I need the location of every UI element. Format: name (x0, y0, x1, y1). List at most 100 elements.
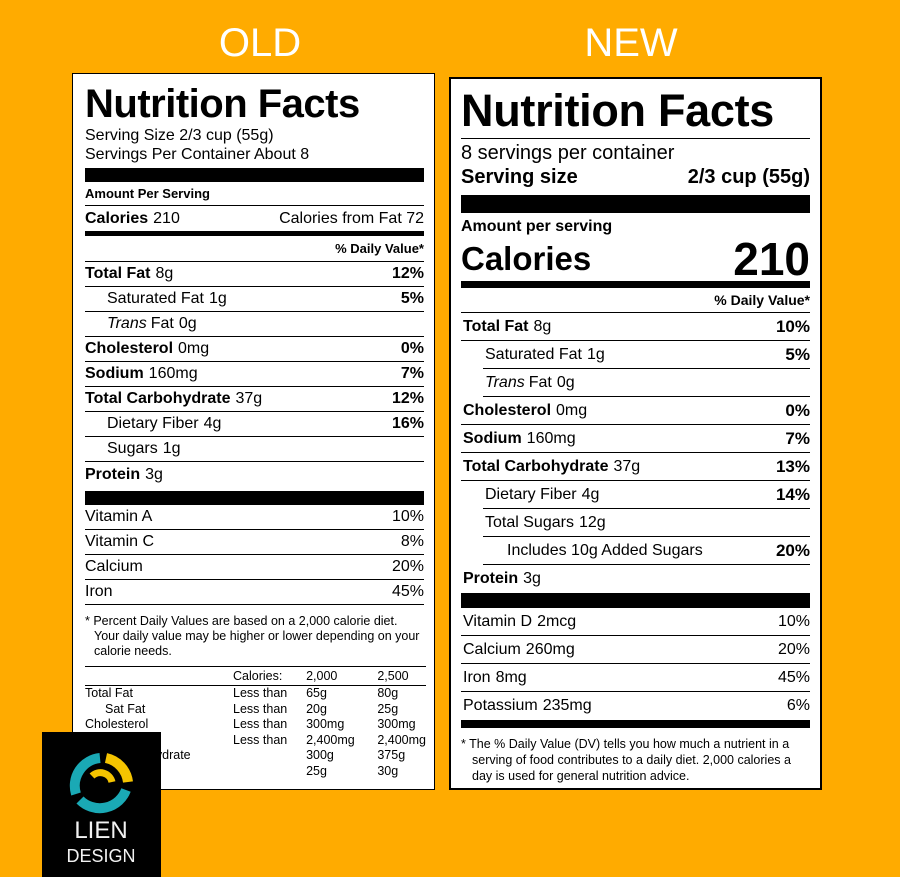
nutrient: Trans Fat 0g (485, 374, 575, 392)
nutrient-row: Total Sugars 12g (483, 509, 810, 537)
nutrient-amount: 0mg (556, 401, 588, 419)
nutrient-amount: 0g (556, 373, 575, 391)
nutrient-name: Vitamin A (85, 508, 153, 525)
nutrient-amount: 2mcg (537, 612, 577, 630)
nutrient-row: Calcium 260mg 20% (461, 636, 810, 664)
daily-value: 5% (785, 344, 810, 364)
nutrient-row: Vitamin D 2mcg 10% (461, 608, 810, 636)
label-title: Nutrition Facts (85, 82, 360, 126)
old-heading: OLD (218, 21, 302, 65)
nutrient: Includes 10g Added Sugars (507, 542, 703, 560)
dv-table-cell: Less than (233, 717, 288, 732)
thick-bar (461, 593, 810, 608)
dv-table-body: Total Fat Less than 65g 80g Sat Fat Less than… (85, 686, 426, 780)
calories-value: 210 (153, 209, 180, 227)
dv-table-cell: 2,000 (306, 666, 378, 686)
vitamin-list: Vitamin A 10% Vitamin C 8% Calcium 20% Iron 45% (85, 505, 424, 605)
nutrient: Sugars 1g (107, 440, 181, 458)
dv-table-cell: 25g (306, 763, 327, 778)
nutrient-amount: 235mg (542, 697, 592, 714)
nutrient-row: Total Fat 8g 12% (85, 262, 424, 287)
new-heading: NEW (584, 21, 678, 65)
nutrient-name: Sugars (107, 440, 158, 457)
amount-per-serving: Amount Per Serving (85, 182, 424, 206)
serving-size-value: 2/3 cup (55g) (687, 166, 810, 188)
nutrient: Dietary Fiber 4g (485, 486, 599, 504)
nutrient-row: Total Carbohydrate 37g 13% (461, 453, 810, 481)
dv-table-cell (85, 666, 234, 686)
dv-table-cell: Less than (233, 701, 288, 716)
nutrient-name: Iron (463, 668, 491, 686)
dv-table-head: Calories: 2,000 2,500 (85, 666, 426, 686)
dv-table-cell: 300mg (377, 717, 416, 732)
nutrient: Cholesterol 0mg (463, 402, 587, 420)
servings-per-container: Servings Per Container About 8 (85, 146, 310, 163)
nutrient: Potassium 235mg (463, 697, 592, 715)
nutrient-name: Saturated Fat (107, 290, 204, 307)
nutrient-amount: 0mg (178, 340, 210, 357)
nutrient: Total Carbohydrate 37g (463, 458, 640, 476)
label-title: Nutrition Facts (461, 85, 810, 139)
nutrient-name: Total Fat (463, 317, 529, 335)
nutrient: Protein 3g (85, 466, 163, 484)
nutrient-row: Total Fat 8g 10% (461, 313, 810, 341)
dv-header: % Daily Value* (335, 241, 424, 256)
nutrient-amount: 37g (235, 390, 263, 407)
logo-arc (69, 753, 101, 796)
nutrient-name-italic: Trans (107, 315, 147, 332)
nutrient-amount: 260mg (525, 640, 575, 658)
daily-value: 45% (391, 583, 424, 600)
dv-table: Calories: 2,000 2,500 Total Fat Less than 65g… (85, 666, 426, 779)
daily-value: 10% (391, 508, 424, 525)
calories-label: Calories (461, 240, 592, 277)
nutrient-list: Total Fat 8g 12% Saturated Fat 1g 5% Trans Fat 0… (85, 262, 424, 487)
nutrient-row: Dietary Fiber 4g 16% (85, 412, 424, 437)
daily-value: 12% (391, 265, 424, 282)
dv-table-cell: 300g (306, 748, 334, 763)
nutrient-row: Sugars 1g (85, 437, 424, 462)
nutrient-amount: 3g (523, 570, 541, 587)
dv-table-cell: 2,400mg (377, 732, 426, 747)
calories-row: Calories 210 Calories from Fat 72 (85, 206, 424, 236)
nutrient-name: Dietary Fiber (107, 415, 199, 432)
nutrient-row: Total Carbohydrate 37g 12% (85, 387, 424, 412)
daily-value: 12% (391, 390, 424, 407)
dv-table-cell: 20g (306, 701, 327, 716)
nutrient-row: Sodium 160mg 7% (461, 425, 810, 453)
nutrient-name: Fat (150, 315, 174, 332)
nutrient-row: Trans Fat 0g (85, 312, 424, 337)
nutrient-row: Potassium 235mg 6% (461, 692, 810, 720)
nutrient-amount: 8mg (495, 668, 527, 686)
calories-value: 210 (733, 233, 810, 285)
nutrient: Saturated Fat 1g (107, 290, 227, 308)
nutrient-name: Dietary Fiber (485, 485, 577, 503)
nutrient-amount: 12g (578, 513, 606, 531)
dv-table-cell: Total Fat (85, 686, 133, 701)
nutrient: Vitamin C (85, 533, 154, 551)
vitamin-list: Vitamin D 2mcg 10% Calcium 260mg 20% Iron 8mg 45… (461, 608, 810, 720)
nutrient-amount: 0g (178, 315, 197, 332)
logo: LIEN DESIGN (42, 732, 161, 877)
nutrient: Protein 3g (463, 570, 541, 588)
nutrient: Total Carbohydrate 37g (85, 390, 262, 408)
dv-table-cell: 30g (377, 763, 399, 778)
nutrient-row: Trans Fat 0g (483, 369, 810, 397)
dv-table-cell: 2,400mg (306, 732, 355, 747)
serving-size-row: Serving size 2/3 cup (55g) (461, 165, 810, 189)
nutrient-name: Sodium (85, 365, 144, 382)
nutrient-name: Total Carbohydrate (85, 390, 231, 407)
nutrient-amount: 1g (586, 345, 605, 363)
nutrient-name: Protein (463, 570, 519, 587)
nutrient: Iron 8mg (463, 669, 527, 687)
nutrient-name: Cholesterol (85, 340, 174, 357)
nutrient-row: Calcium 20% (85, 555, 424, 580)
nutrient-amount: 160mg (148, 365, 198, 382)
thick-bar (461, 195, 810, 213)
daily-value: 7% (400, 365, 424, 382)
dv-table-cell: Sat Fat (105, 701, 146, 716)
dv-table-cell: Calories: (233, 666, 307, 686)
nutrient-name: Total Fat (85, 265, 151, 282)
daily-value: 7% (785, 428, 810, 448)
nutrient-row: Cholesterol 0mg 0% (461, 397, 810, 425)
